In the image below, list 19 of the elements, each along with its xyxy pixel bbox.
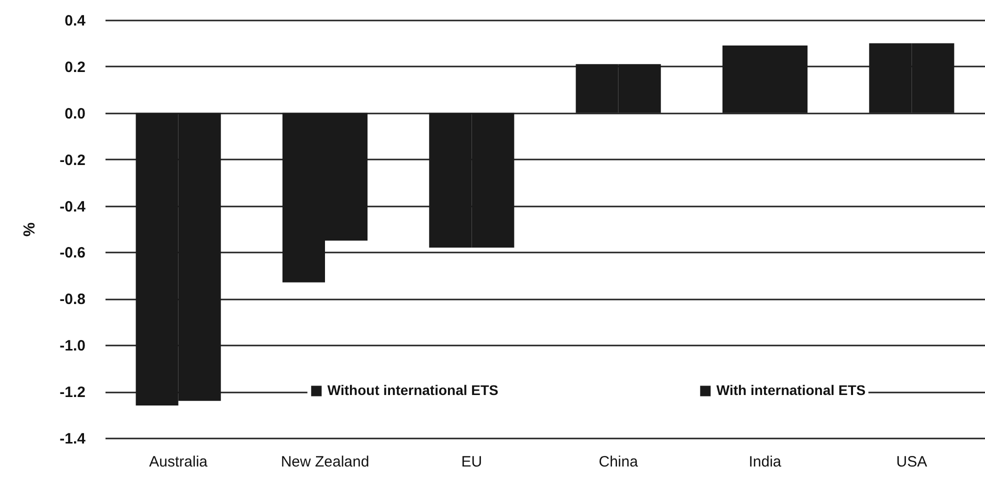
y-tick-label: -0.8 bbox=[60, 291, 86, 308]
x-tick-label: New Zealand bbox=[280, 454, 370, 470]
y-tick-label: 0.2 bbox=[64, 58, 86, 76]
y-tick-label: -1.4 bbox=[60, 430, 86, 448]
x-tick-label: Australia bbox=[149, 454, 208, 470]
y-tick-label: -1.0 bbox=[60, 338, 86, 355]
x-tick-label: China bbox=[598, 454, 639, 470]
x-tick-label: EU bbox=[461, 454, 482, 470]
y-tick-label: -0.4 bbox=[60, 198, 86, 216]
legend-label: With international ETS bbox=[716, 382, 866, 398]
x-tick-label: India bbox=[748, 454, 782, 470]
legend-label: Without international ETS bbox=[327, 382, 498, 398]
y-tick-label: -1.2 bbox=[60, 384, 86, 402]
y-axis-title: % bbox=[22, 222, 39, 237]
y-tick-label: 0.4 bbox=[64, 12, 86, 30]
y-tick-label: -0.6 bbox=[60, 244, 86, 262]
x-tick-label: USA bbox=[896, 454, 928, 470]
y-tick-label: -0.2 bbox=[60, 152, 86, 169]
y-tick-label: 0.0 bbox=[64, 105, 86, 122]
